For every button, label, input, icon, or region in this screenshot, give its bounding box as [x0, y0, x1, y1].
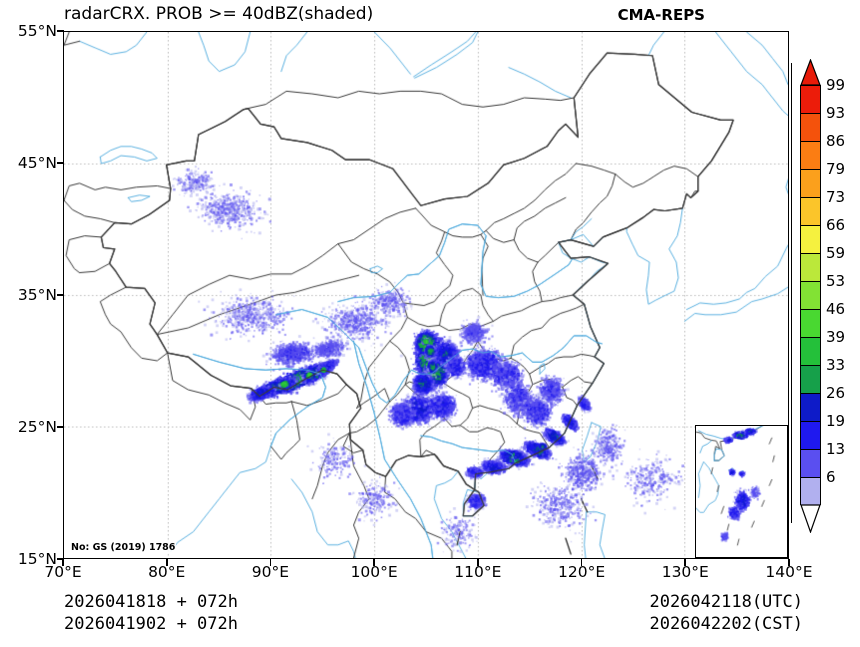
y-tick-mark [57, 162, 64, 164]
colorbar-tick-label: 86 [826, 132, 846, 150]
colorbar-tick-label: 66 [826, 216, 846, 234]
colorbar-segment [801, 478, 820, 506]
colorbar-segment [801, 394, 820, 422]
init-time-cst: 2026041902 + 072h [64, 614, 238, 634]
colorbar-tick-label: 99 [826, 76, 846, 94]
colorbar-segment [801, 450, 820, 478]
colorbar-under-arrow-icon [800, 504, 821, 533]
colorbar-over-arrow-icon [800, 59, 821, 86]
y-tick-mark [57, 294, 64, 296]
x-tick-mark [165, 559, 168, 566]
x-tick-label: 140°E [765, 563, 813, 581]
colorbar-axis-line [791, 63, 793, 523]
colorbar-segment [801, 310, 820, 338]
x-tick-mark [477, 559, 479, 566]
y-tick-mark [57, 30, 64, 32]
colorbar-segment [801, 254, 820, 282]
colorbar-tick-label: 6 [826, 468, 836, 486]
inset-map-canvas [696, 426, 787, 557]
colorbar-tick-label: 39 [826, 328, 846, 346]
radar-probability-map [64, 32, 788, 558]
colorbar-segment [801, 142, 820, 170]
south-china-sea-inset [695, 425, 788, 558]
map-license-note: No: GS (2019) 1786 [70, 542, 177, 553]
y-tick-label: 15°N [17, 550, 57, 568]
y-tick-label: 25°N [17, 418, 57, 436]
colorbar-segment [801, 226, 820, 254]
colorbar-segment [801, 282, 820, 310]
valid-time-utc: 2026042118(UTC) [649, 592, 803, 612]
x-tick-label: 90°E [251, 563, 290, 581]
colorbar-tick-label: 59 [826, 244, 846, 262]
colorbar-tick-label: 13 [826, 440, 846, 458]
colorbar-segment [801, 86, 820, 114]
colorbar-segment [801, 422, 820, 450]
y-tick-mark [57, 426, 64, 428]
colorbar-segment [801, 114, 820, 142]
x-tick-mark [62, 559, 64, 566]
x-tick-mark [269, 559, 272, 566]
x-tick-mark [373, 559, 375, 566]
x-tick-label: 80°E [148, 563, 186, 581]
colorbar-tick-label: 79 [826, 160, 846, 178]
x-tick-label: 110°E [454, 563, 502, 581]
colorbar-tick-label: 93 [826, 104, 846, 122]
colorbar-tick-label: 19 [826, 412, 846, 430]
y-tick-label: 55°N [17, 22, 57, 40]
y-tick-label: 35°N [17, 286, 57, 304]
y-tick-mark [57, 558, 64, 560]
x-tick-mark [788, 559, 790, 566]
colorbar-segment [801, 170, 820, 198]
map-plot-area[interactable]: No: GS (2019) 1786 [63, 31, 789, 559]
colorbar-tick-label: 46 [826, 300, 846, 318]
colorbar-segment [801, 338, 820, 366]
colorbar-tick-label: 26 [826, 384, 846, 402]
colorbar-segment [801, 366, 820, 394]
x-tick-mark [580, 559, 583, 566]
x-tick-label: 130°E [661, 563, 709, 581]
x-tick-label: 70°E [44, 563, 82, 581]
colorbar-tick-label: 33 [826, 356, 846, 374]
colorbar-tick-label: 53 [826, 272, 846, 290]
y-tick-label: 45°N [17, 154, 57, 172]
colorbar-tick-label: 73 [826, 188, 846, 206]
x-tick-label: 100°E [350, 563, 398, 581]
model-label: CMA-REPS [617, 6, 705, 24]
x-tick-label: 120°E [557, 563, 606, 581]
colorbar[interactable]: 6 13 19 26 33 39 46 53 59 66 73 79 86 93 99 [791, 59, 860, 533]
colorbar-gradient [800, 85, 821, 506]
init-time-utc: 2026041818 + 072h [64, 592, 238, 612]
colorbar-segment [801, 198, 820, 226]
chart-title: radarCRX. PROB >= 40dBZ(shaded) [64, 4, 374, 24]
valid-time-cst: 2026042202(CST) [649, 614, 803, 634]
x-tick-mark [684, 559, 687, 566]
